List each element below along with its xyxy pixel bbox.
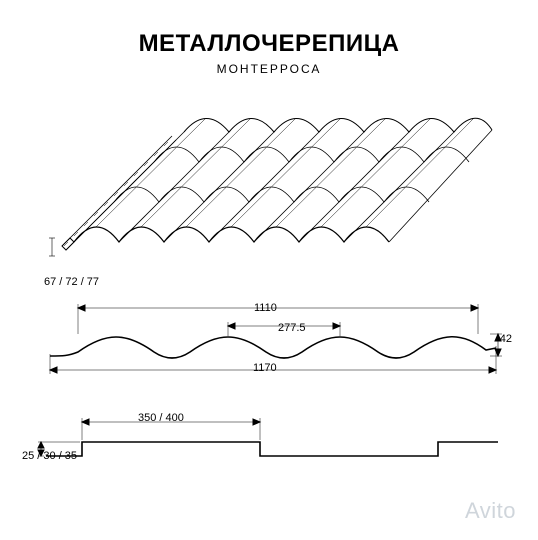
dim-step-height: 25 / 30 / 35 — [22, 450, 77, 462]
watermark: Avito — [465, 498, 516, 524]
dim-wave-height: 42 — [500, 333, 512, 345]
dim-wave-pitch: 277.5 — [278, 322, 306, 334]
sub-title: МОНТЕРРОСА — [0, 62, 538, 76]
main-title: МЕТАЛЛОЧЕРЕПИЦА — [0, 30, 538, 58]
title-block: МЕТАЛЛОЧЕРЕПИЦА МОНТЕРРОСА — [0, 30, 538, 76]
dim-width-bottom: 1170 — [253, 362, 277, 374]
isometric-tile-diagram — [44, 92, 494, 260]
dim-step-length: 350 / 400 — [138, 412, 184, 424]
dim-width-top: 1110 — [254, 302, 277, 314]
step-profile-diagram — [28, 408, 508, 468]
dim-thickness: 67 / 72 / 77 — [44, 276, 99, 288]
